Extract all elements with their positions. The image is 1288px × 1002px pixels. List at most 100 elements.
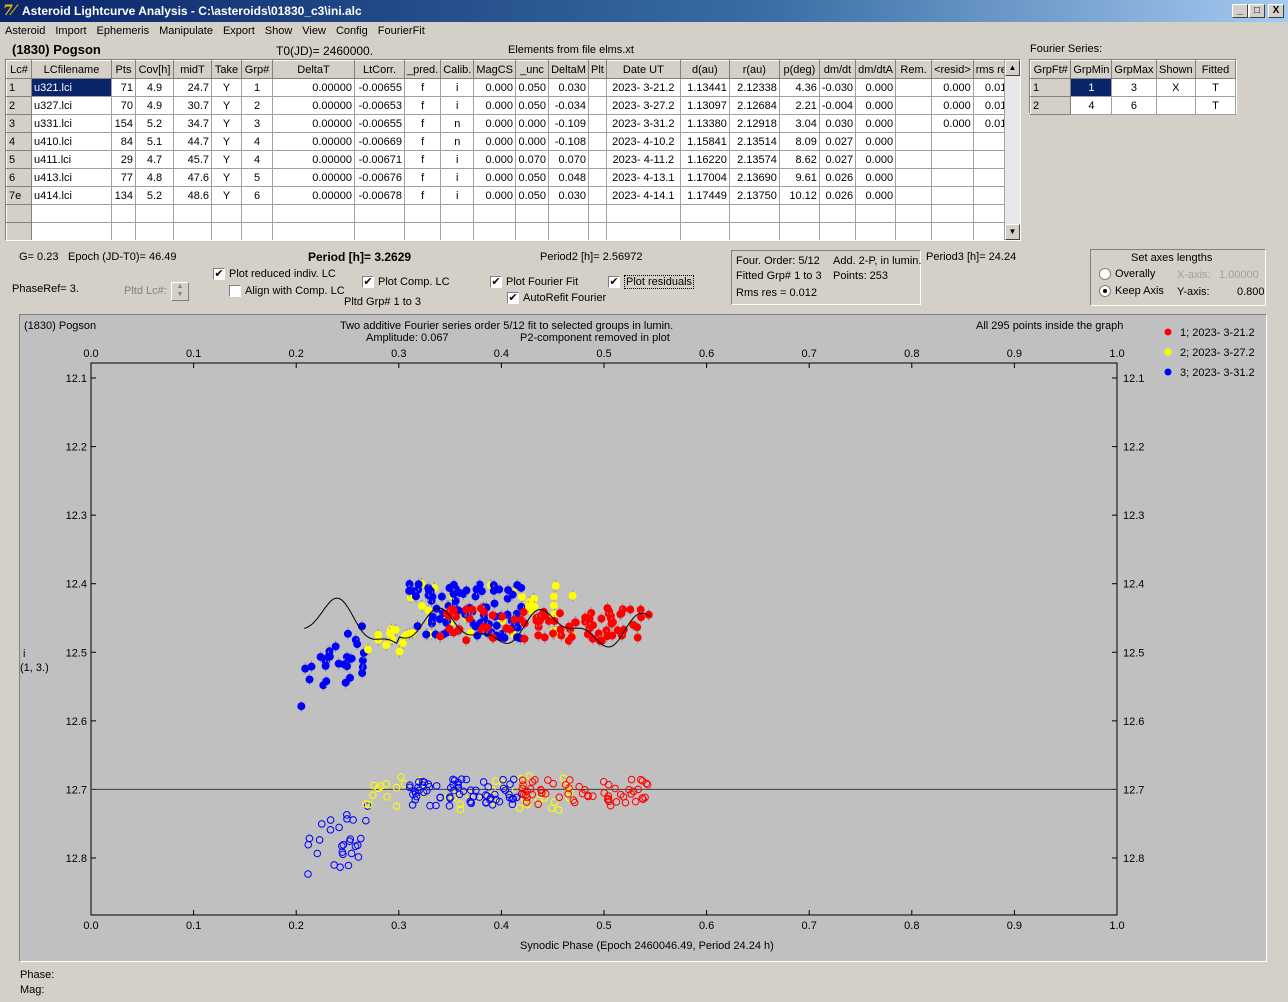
table-cell[interactable] [931,186,974,205]
table-cell[interactable] [272,222,355,240]
table-cell[interactable]: 0.00000 [272,168,355,187]
table-cell[interactable]: 2.12338 [728,78,780,97]
table-cell[interactable] [588,132,607,151]
table-cell[interactable] [588,150,607,169]
table-cell[interactable] [174,241,212,242]
table-cell[interactable]: 4.7 [135,150,174,169]
table-cell[interactable]: -0.004 [818,96,857,115]
table-cell[interactable]: 0.000 [473,150,517,169]
table-cell[interactable]: 10.12 [778,186,820,205]
table-cell[interactable]: 45.7 [173,150,212,169]
table-cell[interactable] [605,222,681,240]
col-header[interactable]: Rem. [895,60,933,79]
table-cell[interactable] [895,222,933,240]
menu-export[interactable]: Export [222,25,255,37]
table-cell[interactable] [588,78,607,97]
table-cell[interactable]: 0.050 [515,96,550,115]
table-cell[interactable] [548,204,590,223]
table-cell[interactable] [856,241,896,242]
table-cell[interactable]: 1 [241,78,273,97]
table-cell[interactable] [931,150,974,169]
table-cell[interactable]: 0.000 [473,186,517,205]
table-cell[interactable] [111,204,136,223]
table-cell[interactable]: 1.17004 [679,168,730,187]
table-cell[interactable]: i [440,96,475,115]
table-cell[interactable]: -0.109 [548,114,590,133]
table-cell[interactable]: 2.13750 [728,186,780,205]
table-cell[interactable]: -0.00678 [354,186,405,205]
table-cell[interactable] [588,186,607,205]
table-cell[interactable]: 0.000 [855,78,897,97]
col-header[interactable]: Pts [111,60,136,79]
table-cell[interactable] [211,204,242,223]
table-row[interactable]: 4 u410.lci 84 5.1 44.7 Y 4 0.00000 -0.00669 f n 0.0… [6,132,1016,151]
table-cell[interactable] [728,222,780,240]
table-row[interactable] [7,241,1015,242]
fourier-cell[interactable]: X [1155,78,1197,97]
table-cell[interactable]: 2 [241,96,273,115]
table-cell[interactable]: n [440,132,475,151]
overally-radio[interactable]: Overally [1099,268,1155,281]
menu-manipulate[interactable]: Manipulate [159,25,213,37]
table-cell[interactable]: 9.61 [778,168,820,187]
table-cell[interactable]: -0.00671 [354,150,405,169]
table-cell[interactable] [515,222,550,240]
table-cell[interactable] [31,204,112,223]
close-button[interactable]: X [1268,4,1284,18]
table-cell[interactable]: 2023- 4-10.2 [605,132,681,151]
table-cell[interactable] [588,204,607,223]
table-cell[interactable]: f [403,168,442,187]
table-cell[interactable]: 5.1 [135,132,174,151]
table-cell[interactable]: 0.027 [818,132,857,151]
menu-ephemeris[interactable]: Ephemeris [96,25,150,37]
fourier-cell[interactable]: T [1195,96,1236,115]
table-cell[interactable]: 2023- 4-13.1 [605,168,681,187]
table-cell[interactable]: Y [211,114,242,133]
yaxis-value[interactable]: 0.800 [1237,286,1265,298]
table-cell[interactable]: 29 [111,150,136,169]
col-header[interactable]: Lc# [6,60,32,79]
table-cell[interactable]: 0.000 [931,78,974,97]
table-cell[interactable] [111,222,136,240]
col-header[interactable]: dm/dtA [855,60,897,79]
table-cell[interactable]: 2.21 [778,96,820,115]
table-cell[interactable] [6,222,32,240]
table-cell[interactable]: 0.000 [931,96,974,115]
table-cell[interactable]: 24.7 [173,78,212,97]
table-cell[interactable] [818,204,857,223]
table-cell[interactable]: 3 [6,114,32,133]
col-header[interactable]: midT [173,60,212,79]
table-cell[interactable]: 70 [111,96,136,115]
col-header[interactable]: Cov[h] [135,60,174,79]
fourier-cell[interactable]: 4 [1070,96,1113,115]
table-row[interactable]: 6 u413.lci 77 4.8 47.6 Y 5 0.00000 -0.00676 f i 0.0… [6,168,1016,187]
table-cell[interactable] [932,241,974,242]
table-cell[interactable]: 0.00000 [272,150,355,169]
table-cell[interactable]: -0.00676 [354,168,405,187]
table-cell[interactable] [403,204,442,223]
autorefit-checkbox[interactable]: ✔ AutoRefit Fourier [507,292,607,305]
table-cell[interactable] [354,204,405,223]
table-cell[interactable]: 0.026 [818,186,857,205]
table-cell[interactable] [355,241,405,242]
col-header[interactable]: _pred. [403,60,442,79]
table-cell[interactable] [548,222,590,240]
table-cell[interactable]: 30.7 [173,96,212,115]
col-header[interactable]: Take [211,60,242,79]
table-cell[interactable]: 7e [6,186,32,205]
table-row[interactable]: 7e u414.lci 134 5.2 48.6 Y 6 0.00000 -0.00678 f i 0… [6,186,1016,205]
table-cell[interactable]: 47.6 [173,168,212,187]
table-cell[interactable]: 0.030 [548,186,590,205]
table-cell[interactable]: 6 [6,168,32,187]
table-cell[interactable] [515,204,550,223]
table-cell[interactable] [588,168,607,187]
table-cell[interactable] [896,241,932,242]
table-cell[interactable]: 4.9 [135,78,174,97]
table-cell[interactable] [440,222,475,240]
table-cell[interactable]: 4 [241,150,273,169]
table-cell[interactable] [931,132,974,151]
table-cell[interactable] [441,241,474,242]
table-cell[interactable]: f [403,186,442,205]
table-row[interactable]: 2 u327.lci 70 4.9 30.7 Y 2 0.00000 -0.00653 f i 0.0… [6,96,1016,115]
table-cell[interactable] [679,222,730,240]
